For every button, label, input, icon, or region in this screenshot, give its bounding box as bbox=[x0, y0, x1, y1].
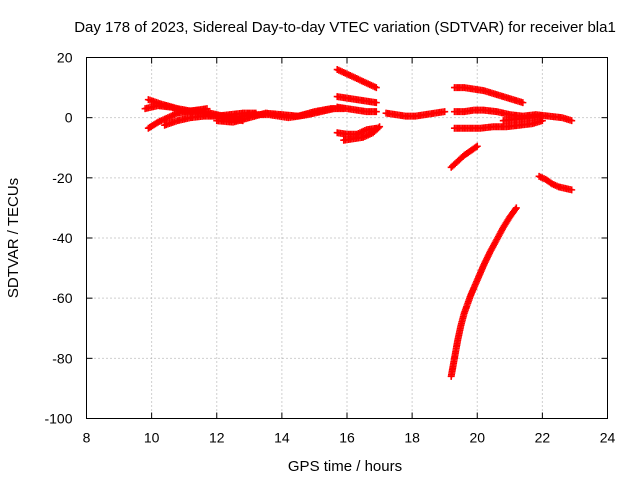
series-arc-03 bbox=[144, 105, 211, 132]
data-point bbox=[374, 124, 382, 132]
series-arc-06 bbox=[333, 66, 380, 92]
series-arc-16 bbox=[447, 142, 481, 171]
series-arc-18 bbox=[535, 172, 576, 194]
data-marks bbox=[141, 66, 576, 380]
data-point bbox=[372, 108, 380, 116]
y-axis-label: SDTVAR / TECUs bbox=[5, 178, 22, 298]
data-point bbox=[519, 99, 527, 107]
x-tick-label: 20 bbox=[469, 430, 485, 446]
series-arc-12 bbox=[450, 84, 527, 107]
data-point bbox=[511, 205, 519, 213]
y-tick-label: -80 bbox=[52, 350, 72, 366]
x-tick-label: 8 bbox=[83, 430, 91, 446]
y-tick-label: 20 bbox=[57, 50, 73, 66]
y-tick-label: -100 bbox=[44, 411, 72, 427]
series-arc-11 bbox=[382, 108, 449, 120]
chart-title: Day 178 of 2023, Sidereal Day-to-day VTE… bbox=[74, 19, 616, 36]
data-point bbox=[372, 99, 380, 107]
x-tick-label: 12 bbox=[209, 430, 225, 446]
data-point bbox=[512, 204, 520, 212]
data-point bbox=[441, 108, 449, 116]
series-arc-17 bbox=[447, 204, 520, 380]
data-point bbox=[538, 112, 546, 120]
y-tick-label: -60 bbox=[52, 290, 72, 306]
plot-frame bbox=[86, 57, 608, 419]
data-point bbox=[203, 105, 211, 113]
data-point bbox=[472, 143, 480, 151]
data-point bbox=[376, 123, 384, 131]
x-tick-label: 18 bbox=[404, 430, 420, 446]
series-arc-15 bbox=[499, 112, 546, 125]
data-point bbox=[568, 117, 576, 125]
data-point bbox=[568, 186, 576, 194]
series-arc-07 bbox=[333, 93, 380, 107]
x-tick-label: 16 bbox=[339, 430, 355, 446]
data-point bbox=[473, 142, 481, 150]
series-arc-08 bbox=[333, 103, 380, 116]
series-arc-10 bbox=[340, 123, 384, 144]
x-tick-label: 22 bbox=[535, 430, 551, 446]
x-axis-label: GPS time / hours bbox=[288, 458, 402, 475]
series-arc-05 bbox=[213, 105, 348, 126]
y-tick-label: -20 bbox=[52, 170, 72, 186]
y-tick-label: 0 bbox=[65, 110, 73, 126]
series-arc-09 bbox=[333, 124, 380, 138]
x-tick-label: 24 bbox=[600, 430, 616, 446]
x-tick-label: 14 bbox=[274, 430, 290, 446]
axis-ticks: 8 10 12 14 16 18 20 22 24 -100 -80 -60 -40 -20 0 20 bbox=[44, 50, 615, 446]
data-point bbox=[372, 84, 380, 92]
y-tick-label: -40 bbox=[52, 230, 72, 246]
x-tick-label: 10 bbox=[144, 430, 160, 446]
